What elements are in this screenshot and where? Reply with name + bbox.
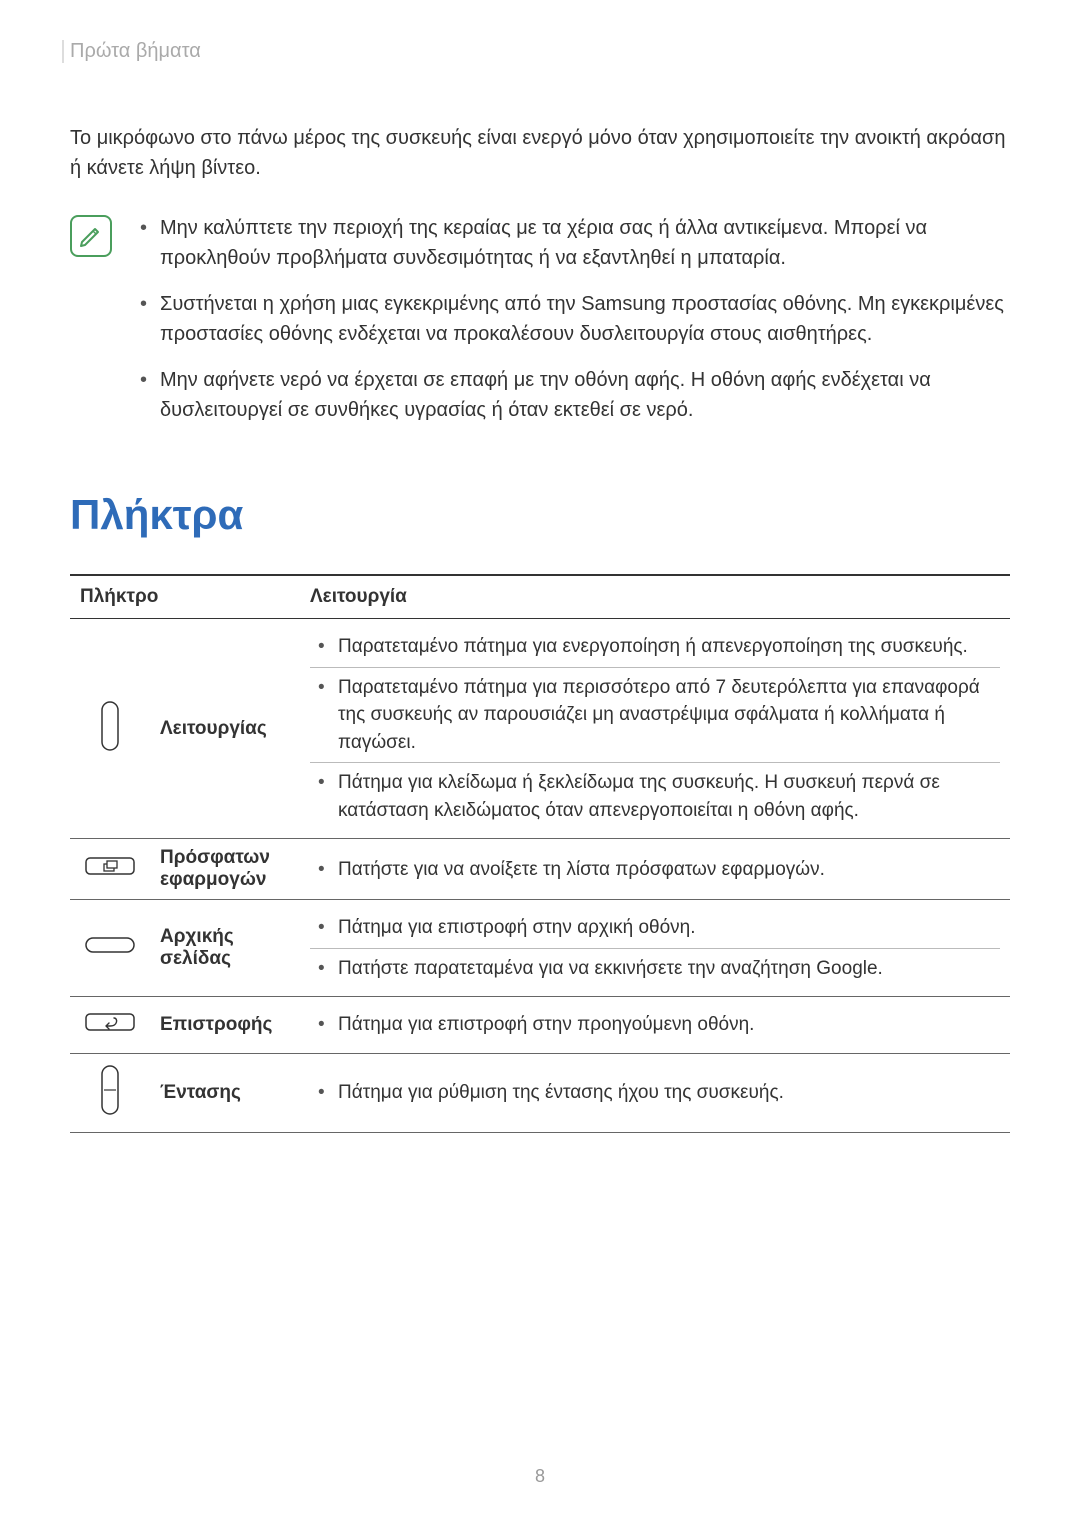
note-pencil-icon bbox=[70, 215, 112, 257]
table-row: Πρόσφατων εφαρμογών Πατήστε για να ανοίξ… bbox=[70, 839, 1010, 900]
table-row: Έντασης Πάτημα για ρύθμιση της έντασης ή… bbox=[70, 1053, 1010, 1132]
power-key-icon bbox=[70, 619, 150, 839]
function-item: Πάτημα για επιστροφή στην αρχική οθόνη. bbox=[310, 908, 1000, 948]
section-title: Πλήκτρα bbox=[70, 491, 1010, 539]
note-item: Μην αφήνετε νερό να έρχεται σε επαφή με … bbox=[132, 365, 1010, 425]
keys-table: Πλήκτρο Λειτουργία Λειτουργίας Παρατεταμ… bbox=[70, 574, 1010, 1133]
table-row: Λειτουργίας Παρατεταμένο πάτημα για ενερ… bbox=[70, 619, 1010, 839]
key-functions: Πάτημα για επιστροφή στην αρχική οθόνη. … bbox=[300, 900, 1010, 997]
key-label: Λειτουργίας bbox=[150, 619, 300, 839]
home-key-icon bbox=[70, 900, 150, 997]
function-item: Πάτημα για επιστροφή στην προηγούμενη οθ… bbox=[310, 1005, 1000, 1045]
key-label: Αρχικής σελίδας bbox=[150, 900, 300, 997]
note-list: Μην καλύπτετε την περιοχή της κεραίας με… bbox=[132, 213, 1010, 441]
note-block: Μην καλύπτετε την περιοχή της κεραίας με… bbox=[70, 213, 1010, 441]
key-label: Επιστροφής bbox=[150, 997, 300, 1054]
breadcrumb: Πρώτα βήματα bbox=[62, 40, 1010, 63]
key-label: Πρόσφατων εφαρμογών bbox=[150, 839, 300, 900]
function-item: Πάτημα για κλείδωμα ή ξεκλείδωμα της συσ… bbox=[310, 762, 1000, 830]
function-item: Παρατεταμένο πάτημα για ενεργοποίηση ή α… bbox=[310, 627, 1000, 667]
function-item: Παρατεταμένο πάτημα για περισσότερο από … bbox=[310, 667, 1000, 763]
note-item: Μην καλύπτετε την περιοχή της κεραίας με… bbox=[132, 213, 1010, 273]
key-functions: Πατήστε για να ανοίξετε τη λίστα πρόσφατ… bbox=[300, 839, 1010, 900]
header-key: Πλήκτρο bbox=[70, 575, 300, 619]
intro-paragraph: Το μικρόφωνο στο πάνω μέρος της συσκευής… bbox=[70, 123, 1010, 183]
header-function: Λειτουργία bbox=[300, 575, 1010, 619]
table-header-row: Πλήκτρο Λειτουργία bbox=[70, 575, 1010, 619]
function-item: Πατήστε για να ανοίξετε τη λίστα πρόσφατ… bbox=[310, 850, 1000, 890]
key-label: Έντασης bbox=[150, 1053, 300, 1132]
page-number: 8 bbox=[0, 1466, 1080, 1487]
function-item: Πάτημα για ρύθμιση της έντασης ήχου της … bbox=[310, 1073, 1000, 1113]
table-row: Επιστροφής Πάτημα για επιστροφή στην προ… bbox=[70, 997, 1010, 1054]
key-functions: Παρατεταμένο πάτημα για ενεργοποίηση ή α… bbox=[300, 619, 1010, 839]
table-row: Αρχικής σελίδας Πάτημα για επιστροφή στη… bbox=[70, 900, 1010, 997]
key-functions: Πάτημα για επιστροφή στην προηγούμενη οθ… bbox=[300, 997, 1010, 1054]
key-functions: Πάτημα για ρύθμιση της έντασης ήχου της … bbox=[300, 1053, 1010, 1132]
back-key-icon bbox=[70, 997, 150, 1054]
function-item: Πατήστε παρατεταμένα για να εκκινήσετε τ… bbox=[310, 948, 1000, 989]
recents-key-icon bbox=[70, 839, 150, 900]
volume-key-icon bbox=[70, 1053, 150, 1132]
note-item: Συστήνεται η χρήση μιας εγκεκριμένης από… bbox=[132, 289, 1010, 349]
